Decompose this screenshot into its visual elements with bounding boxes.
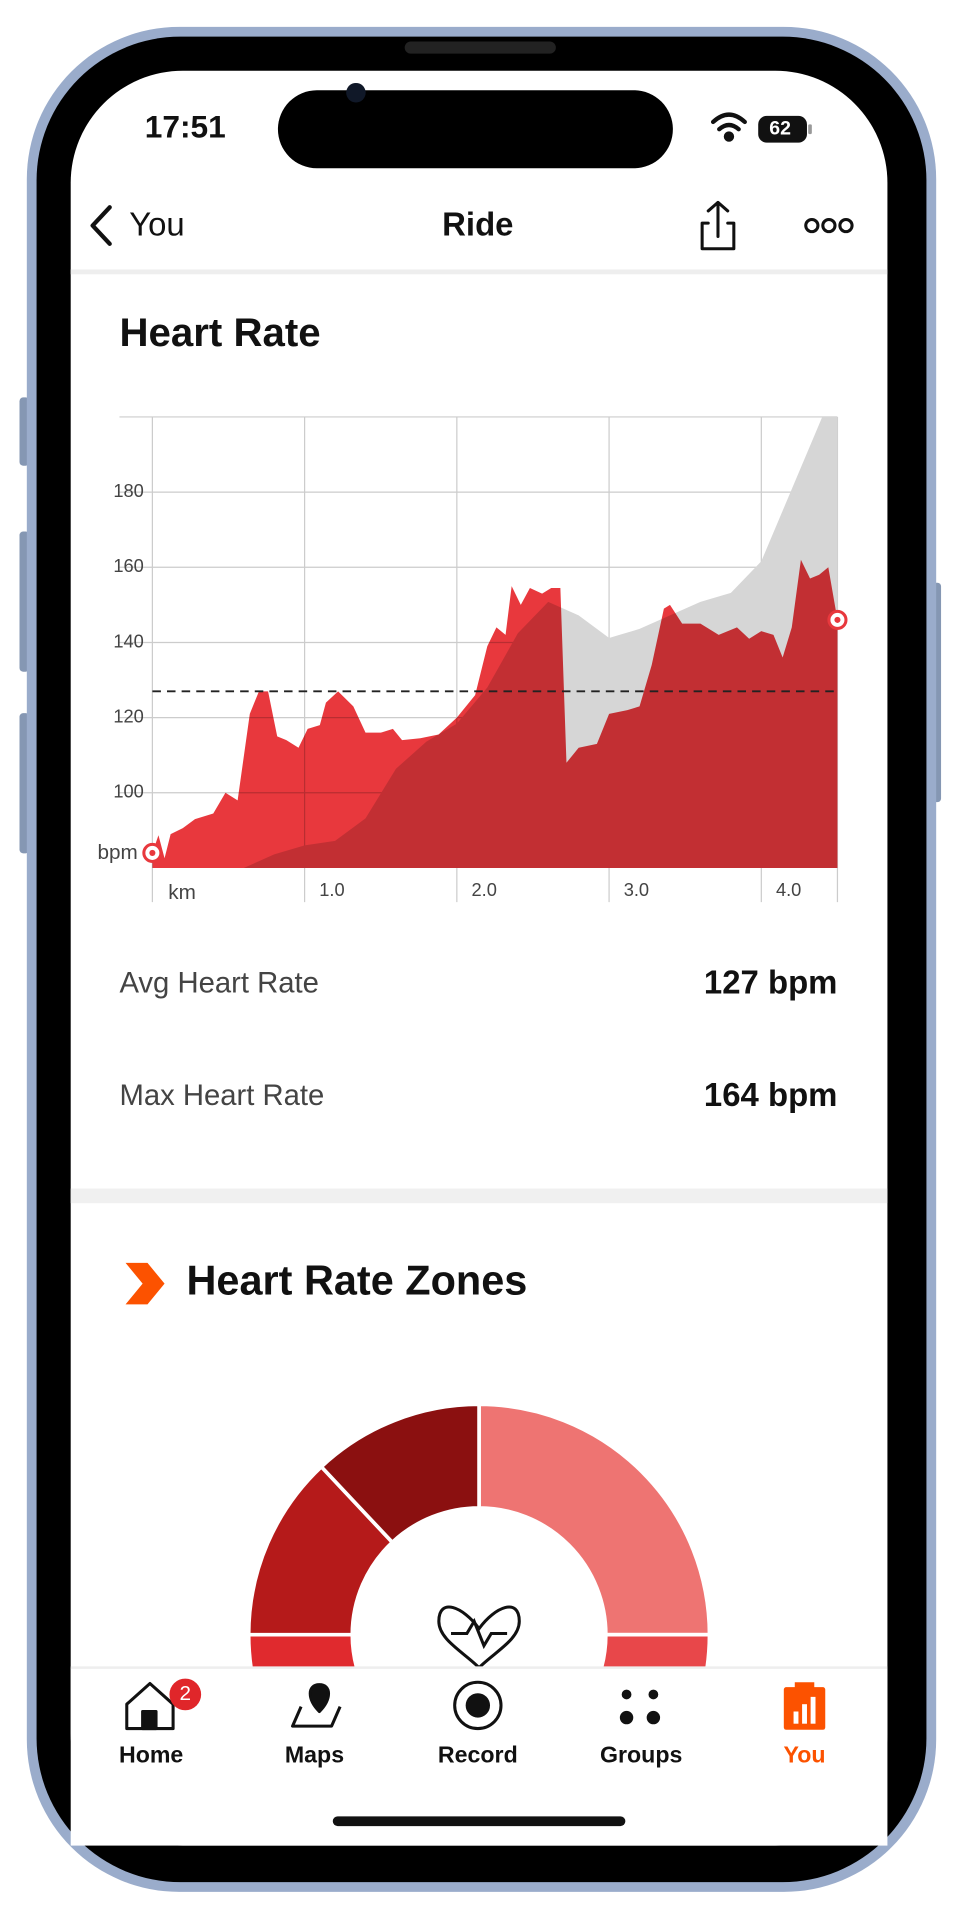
dynamic-island: [277, 90, 673, 169]
record-icon[interactable]: [453, 1680, 503, 1731]
badge: [169, 1678, 202, 1711]
x-unit-label: km: [168, 881, 196, 904]
back-label[interactable]: You: [129, 205, 185, 242]
heart-rate-chart: 100 120 140 160 180 1.0 2.0 3.0 4.0 km bpm: [98, 416, 848, 904]
zone-segment: [246, 1632, 359, 1668]
camera: [346, 82, 366, 103]
home-indicator: [332, 1816, 626, 1827]
y-tick-label: 100: [113, 781, 143, 802]
area: [152, 559, 838, 868]
tab-label[interactable]: Maps: [285, 1742, 344, 1768]
battery: [758, 115, 807, 143]
y-tick-label: 180: [113, 480, 143, 501]
zone-segment: [477, 1402, 712, 1637]
x-tick-label: 4.0: [776, 879, 801, 900]
status-time: 17:51: [145, 109, 226, 145]
x-tick-label: 1.0: [319, 879, 344, 900]
x-tick-label: 2.0: [471, 879, 496, 900]
zones-donut: [246, 1402, 712, 1668]
x-tick-label: 3.0: [624, 879, 649, 900]
zones-icon: [125, 1262, 165, 1305]
y-tick-label: 120: [113, 705, 143, 726]
share-button[interactable]: [700, 200, 736, 251]
tab-label[interactable]: Groups: [600, 1742, 682, 1768]
screen: [70, 70, 888, 1846]
battery-tip: [808, 124, 812, 135]
tab-label[interactable]: Record: [438, 1742, 518, 1768]
wifi-icon: [710, 112, 747, 142]
end-marker-dot: [149, 849, 156, 856]
tab-labels: Home Maps Record Groups You: [119, 1742, 826, 1768]
section-title: Heart Rate: [119, 310, 320, 355]
pulse-icon: [451, 1617, 508, 1650]
groups-icon[interactable]: [619, 1689, 661, 1725]
tab-label[interactable]: You: [784, 1742, 826, 1768]
back-chevron[interactable]: [90, 205, 112, 246]
stats: Avg Heart Rate 127 bpm Max Heart Rate 164 b…: [119, 964, 837, 1113]
badge-count: 2: [180, 1682, 192, 1705]
stat-label: Avg Heart Rate: [119, 968, 318, 1000]
y-tick-label: 140: [113, 630, 143, 651]
more-button[interactable]: [804, 217, 854, 234]
nav-divider: [70, 269, 888, 275]
zone-segment: [599, 1632, 712, 1668]
battery-level: 62: [769, 117, 791, 139]
y-tick-label: 160: [113, 555, 143, 576]
section-divider: [70, 1188, 888, 1204]
you-icon[interactable]: [783, 1682, 826, 1730]
tab-label[interactable]: Home: [119, 1742, 183, 1768]
speaker: [404, 41, 556, 54]
home-icon[interactable]: [125, 1681, 175, 1731]
maps-icon[interactable]: [291, 1683, 342, 1728]
stat-label: Max Heart Rate: [119, 1080, 324, 1112]
nav-title: Ride: [442, 205, 513, 242]
end-marker-dot: [834, 616, 841, 623]
stat-value: 164 bpm: [704, 1076, 838, 1113]
section-title: Heart Rate Zones: [187, 1257, 528, 1304]
zone-segment: [318, 1402, 481, 1545]
y-unit-label: bpm: [98, 841, 138, 864]
stat-value: 127 bpm: [704, 964, 838, 1001]
